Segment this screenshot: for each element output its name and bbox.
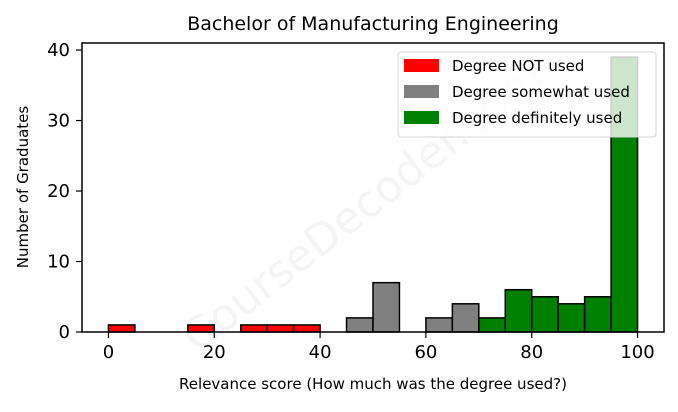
y-tick-label: 10 <box>47 252 70 273</box>
legend-swatch <box>404 85 439 98</box>
legend: Degree NOT used Degree somewhat used Degre… <box>397 51 657 138</box>
histogram-bar <box>292 324 321 333</box>
legend-frame <box>397 51 657 138</box>
y-tick-label: 0 <box>59 322 70 343</box>
histogram-bar <box>266 324 295 333</box>
plot-frame <box>81 42 665 333</box>
histogram-bar <box>478 317 507 333</box>
histogram-bar <box>583 296 612 333</box>
x-axis-label: Relevance score (How much was the degree… <box>179 375 567 393</box>
x-tick-label: 80 <box>520 342 543 363</box>
histogram-bar <box>372 281 401 333</box>
legend-label: Degree somewhat used <box>452 83 630 101</box>
histogram-bar <box>451 303 480 333</box>
histogram-bar <box>557 303 586 333</box>
y-tick-label: 20 <box>47 181 70 202</box>
histogram-bar <box>345 317 374 333</box>
legend-label: Degree definitely used <box>452 109 622 127</box>
legend-swatch <box>404 111 439 124</box>
y-axis-label: Number of Graduates <box>14 106 32 269</box>
y-tick-label: 40 <box>47 40 70 61</box>
x-tick-label: 100 <box>620 342 654 363</box>
x-tick-label: 20 <box>203 342 226 363</box>
histogram-bar <box>504 288 533 333</box>
y-tick-label: 30 <box>47 111 70 132</box>
legend-label: Degree NOT used <box>452 57 584 75</box>
histogram-bar <box>107 324 136 333</box>
axes-layer: 0 20 40 60 80 100 0 10 20 30 40 <box>47 40 665 363</box>
x-tick-label: 60 <box>414 342 437 363</box>
x-tick-label: 0 <box>103 342 114 363</box>
legend-swatch <box>404 59 439 72</box>
x-tick-label: 40 <box>309 342 332 363</box>
histogram-bar <box>530 296 559 333</box>
histogram-bar <box>425 317 454 333</box>
chart-title: Bachelor of Manufacturing Engineering <box>187 13 559 35</box>
